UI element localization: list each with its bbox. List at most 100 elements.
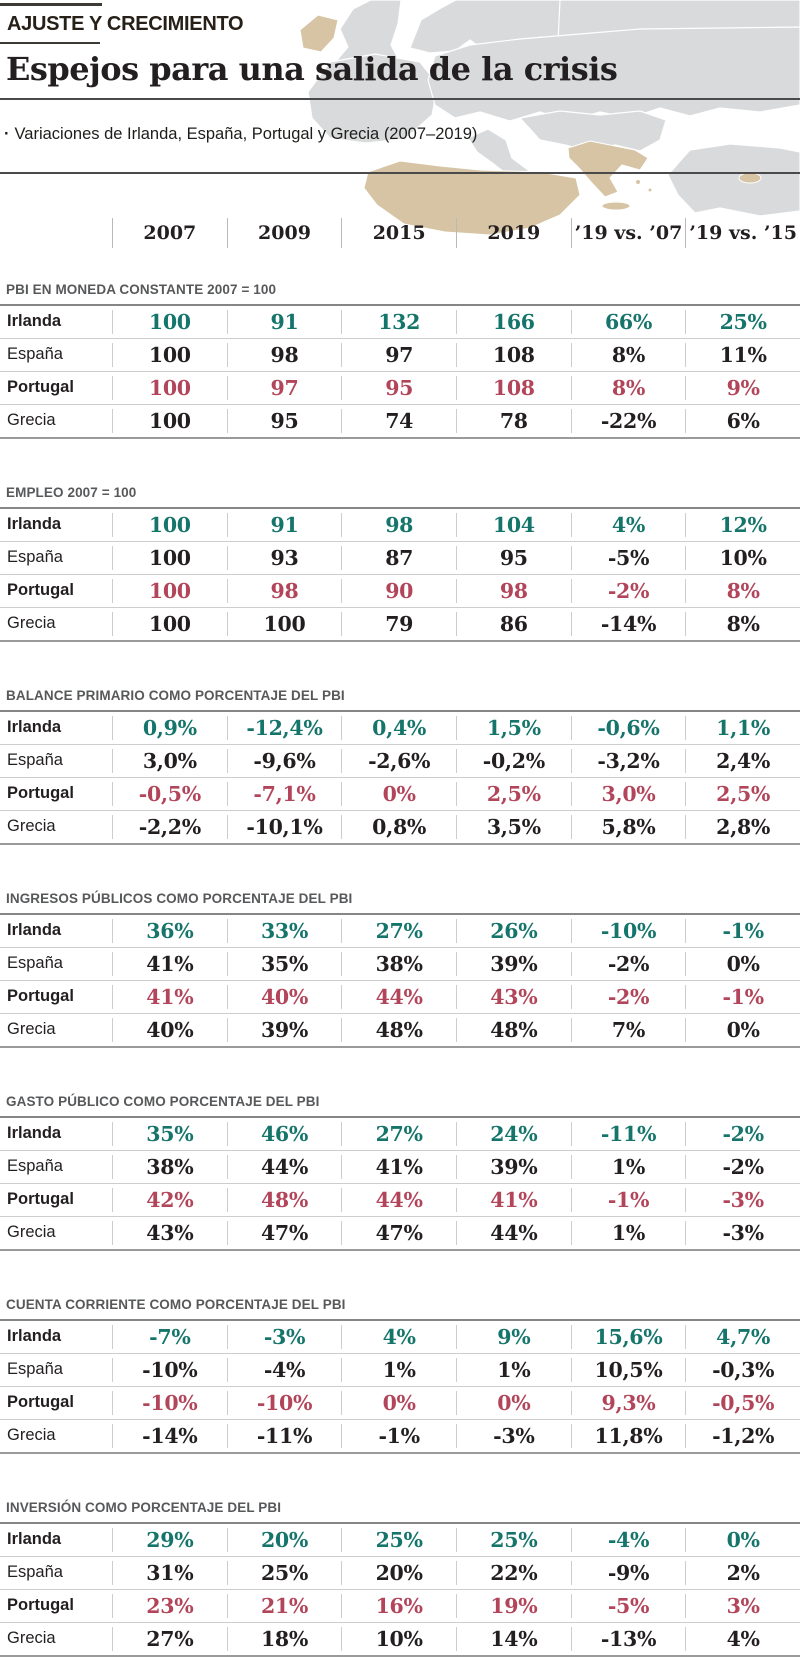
value-cell: -2% (685, 1121, 800, 1146)
map-balkans (519, 110, 667, 152)
value-cell: 1% (341, 1357, 456, 1382)
value-cell: 25% (685, 309, 800, 334)
table-row: España 100 93 87 95 -5% 10% (0, 540, 800, 574)
value-cell: 35% (226, 951, 342, 976)
table-row: Irlanda 36% 33% 27% 26% -10% -1% (0, 915, 800, 947)
value-cell: 98 (226, 578, 342, 603)
table-row: España 3,0% -9,6% -2,6% -0,2% -3,2% 2,4% (0, 743, 800, 777)
value-cell: 97 (226, 375, 342, 400)
value-cell: 27% (112, 1626, 227, 1651)
table-row: Irlanda 0,9% -12,4% 0,4% 1,5% -0,6% 1,1% (0, 712, 800, 744)
value-cell: -2,2% (112, 814, 227, 839)
value-cell: 20% (226, 1527, 342, 1552)
value-cell: 74 (341, 408, 456, 433)
value-cell: 3% (685, 1593, 800, 1618)
value-cell: 6% (685, 408, 800, 433)
value-cell: -12,4% (226, 715, 342, 740)
value-cell: 100 (226, 611, 342, 636)
value-cell: 48% (455, 1017, 571, 1042)
value-cell: -10% (226, 1390, 342, 1415)
table-row: Grecia 100 95 74 78 -22% 6% (0, 403, 800, 437)
value-cell: 98 (226, 342, 342, 367)
value-cell: 47% (226, 1220, 342, 1245)
value-cell: 79 (341, 611, 456, 636)
country-label: Grecia (7, 1629, 56, 1648)
subtitle-text: Variaciones de Irlanda, España, Portugal… (14, 125, 478, 144)
country-label: Grecia (7, 614, 56, 633)
value-cell: 25% (341, 1527, 456, 1552)
value-cell: 36% (112, 918, 227, 943)
value-cell: -11% (570, 1121, 686, 1146)
table-row: Portugal 100 98 90 98 -2% 8% (0, 573, 800, 607)
column-header-2009: 2009 (226, 217, 342, 248)
value-cell: 0% (685, 951, 800, 976)
value-cell: -4% (570, 1527, 686, 1552)
value-cell: 44% (341, 1187, 456, 1212)
value-cell: -7,1% (226, 781, 342, 806)
value-cell: 0% (341, 1390, 456, 1415)
section-title: GASTO PÚBLICO COMO PORCENTAJE DEL PBI (6, 1093, 320, 1109)
value-cell: -2,6% (341, 748, 456, 773)
value-cell: 0% (341, 781, 456, 806)
table-row: España 100 98 97 108 8% 11% (0, 337, 800, 371)
value-cell: 87 (341, 545, 456, 570)
value-cell: 12% (685, 512, 800, 537)
value-cell: -2% (570, 951, 686, 976)
table-row: Irlanda -7% -3% 4% 9% 15,6% 4,7% (0, 1321, 800, 1353)
kicker-under-rule (0, 42, 100, 44)
value-cell: -5% (570, 1593, 686, 1618)
value-cell: 0,4% (341, 715, 456, 740)
country-label: España (7, 1157, 63, 1176)
metric-section: INVERSIÓN COMO PORCENTAJE DEL PBI Irland… (0, 1500, 800, 1657)
value-cell: 97 (341, 342, 456, 367)
value-cell: 22% (455, 1560, 571, 1585)
value-cell: 4,7% (685, 1324, 800, 1349)
value-cell: -10,1% (226, 814, 342, 839)
value-cell: 91 (226, 512, 342, 537)
value-cell: -1% (685, 918, 800, 943)
europe-map-svg (299, 0, 800, 236)
value-cell: 47% (341, 1220, 456, 1245)
table-row: Portugal 23% 21% 16% 19% -5% 3% (0, 1588, 800, 1622)
value-cell: 8% (685, 578, 800, 603)
value-cell: 23% (112, 1593, 227, 1618)
value-cell: 41% (341, 1154, 456, 1179)
metric-section: CUENTA CORRIENTE COMO PORCENTAJE DEL PBI… (0, 1297, 800, 1454)
value-cell: 41% (112, 984, 227, 1009)
column-header-2007: 2007 (112, 217, 227, 248)
value-cell: 108 (455, 342, 571, 367)
section-title: CUENTA CORRIENTE COMO PORCENTAJE DEL PBI (6, 1296, 346, 1312)
value-cell: 48% (226, 1187, 342, 1212)
value-cell: 38% (341, 951, 456, 976)
section-title: INGRESOS PÚBLICOS COMO PORCENTAJE DEL PB… (6, 890, 353, 906)
value-cell: 7% (570, 1017, 686, 1042)
value-cell: 166 (455, 309, 571, 334)
value-cell: 21% (226, 1593, 342, 1618)
table-row: Portugal 42% 48% 44% 41% -1% -3% (0, 1182, 800, 1216)
country-label: Portugal (7, 784, 74, 803)
country-label: Portugal (7, 1393, 74, 1412)
value-cell: 44% (226, 1154, 342, 1179)
sections-container: PBI EN MONEDA CONSTANTE 2007 = 100 Irlan… (0, 282, 800, 1657)
value-cell: 15,6% (570, 1324, 686, 1349)
value-cell: -0,2% (455, 748, 571, 773)
value-cell: 5,8% (570, 814, 686, 839)
value-cell: 100 (112, 375, 227, 400)
value-cell: -22% (570, 408, 686, 433)
country-label: Irlanda (7, 921, 62, 940)
section-table: Irlanda 100 91 132 166 66% 25% España 10… (0, 303, 800, 439)
country-label: España (7, 751, 63, 770)
metric-section: PBI EN MONEDA CONSTANTE 2007 = 100 Irlan… (0, 282, 800, 439)
metric-section: GASTO PÚBLICO COMO PORCENTAJE DEL PBI Ir… (0, 1094, 800, 1251)
section-title: BALANCE PRIMARIO COMO PORCENTAJE DEL PBI (6, 687, 345, 703)
value-cell: 31% (112, 1560, 227, 1585)
value-cell: 39% (226, 1017, 342, 1042)
value-cell: 46% (226, 1121, 342, 1146)
section-table: Irlanda -7% -3% 4% 9% 15,6% 4,7% España … (0, 1318, 800, 1454)
section-table: Irlanda 29% 20% 25% 25% -4% 0% España 31… (0, 1521, 800, 1657)
value-cell: 104 (455, 512, 571, 537)
value-cell: 16% (341, 1593, 456, 1618)
column-header-19vs07: ’19 vs. ’07 (570, 217, 686, 248)
value-cell: 41% (455, 1187, 571, 1212)
